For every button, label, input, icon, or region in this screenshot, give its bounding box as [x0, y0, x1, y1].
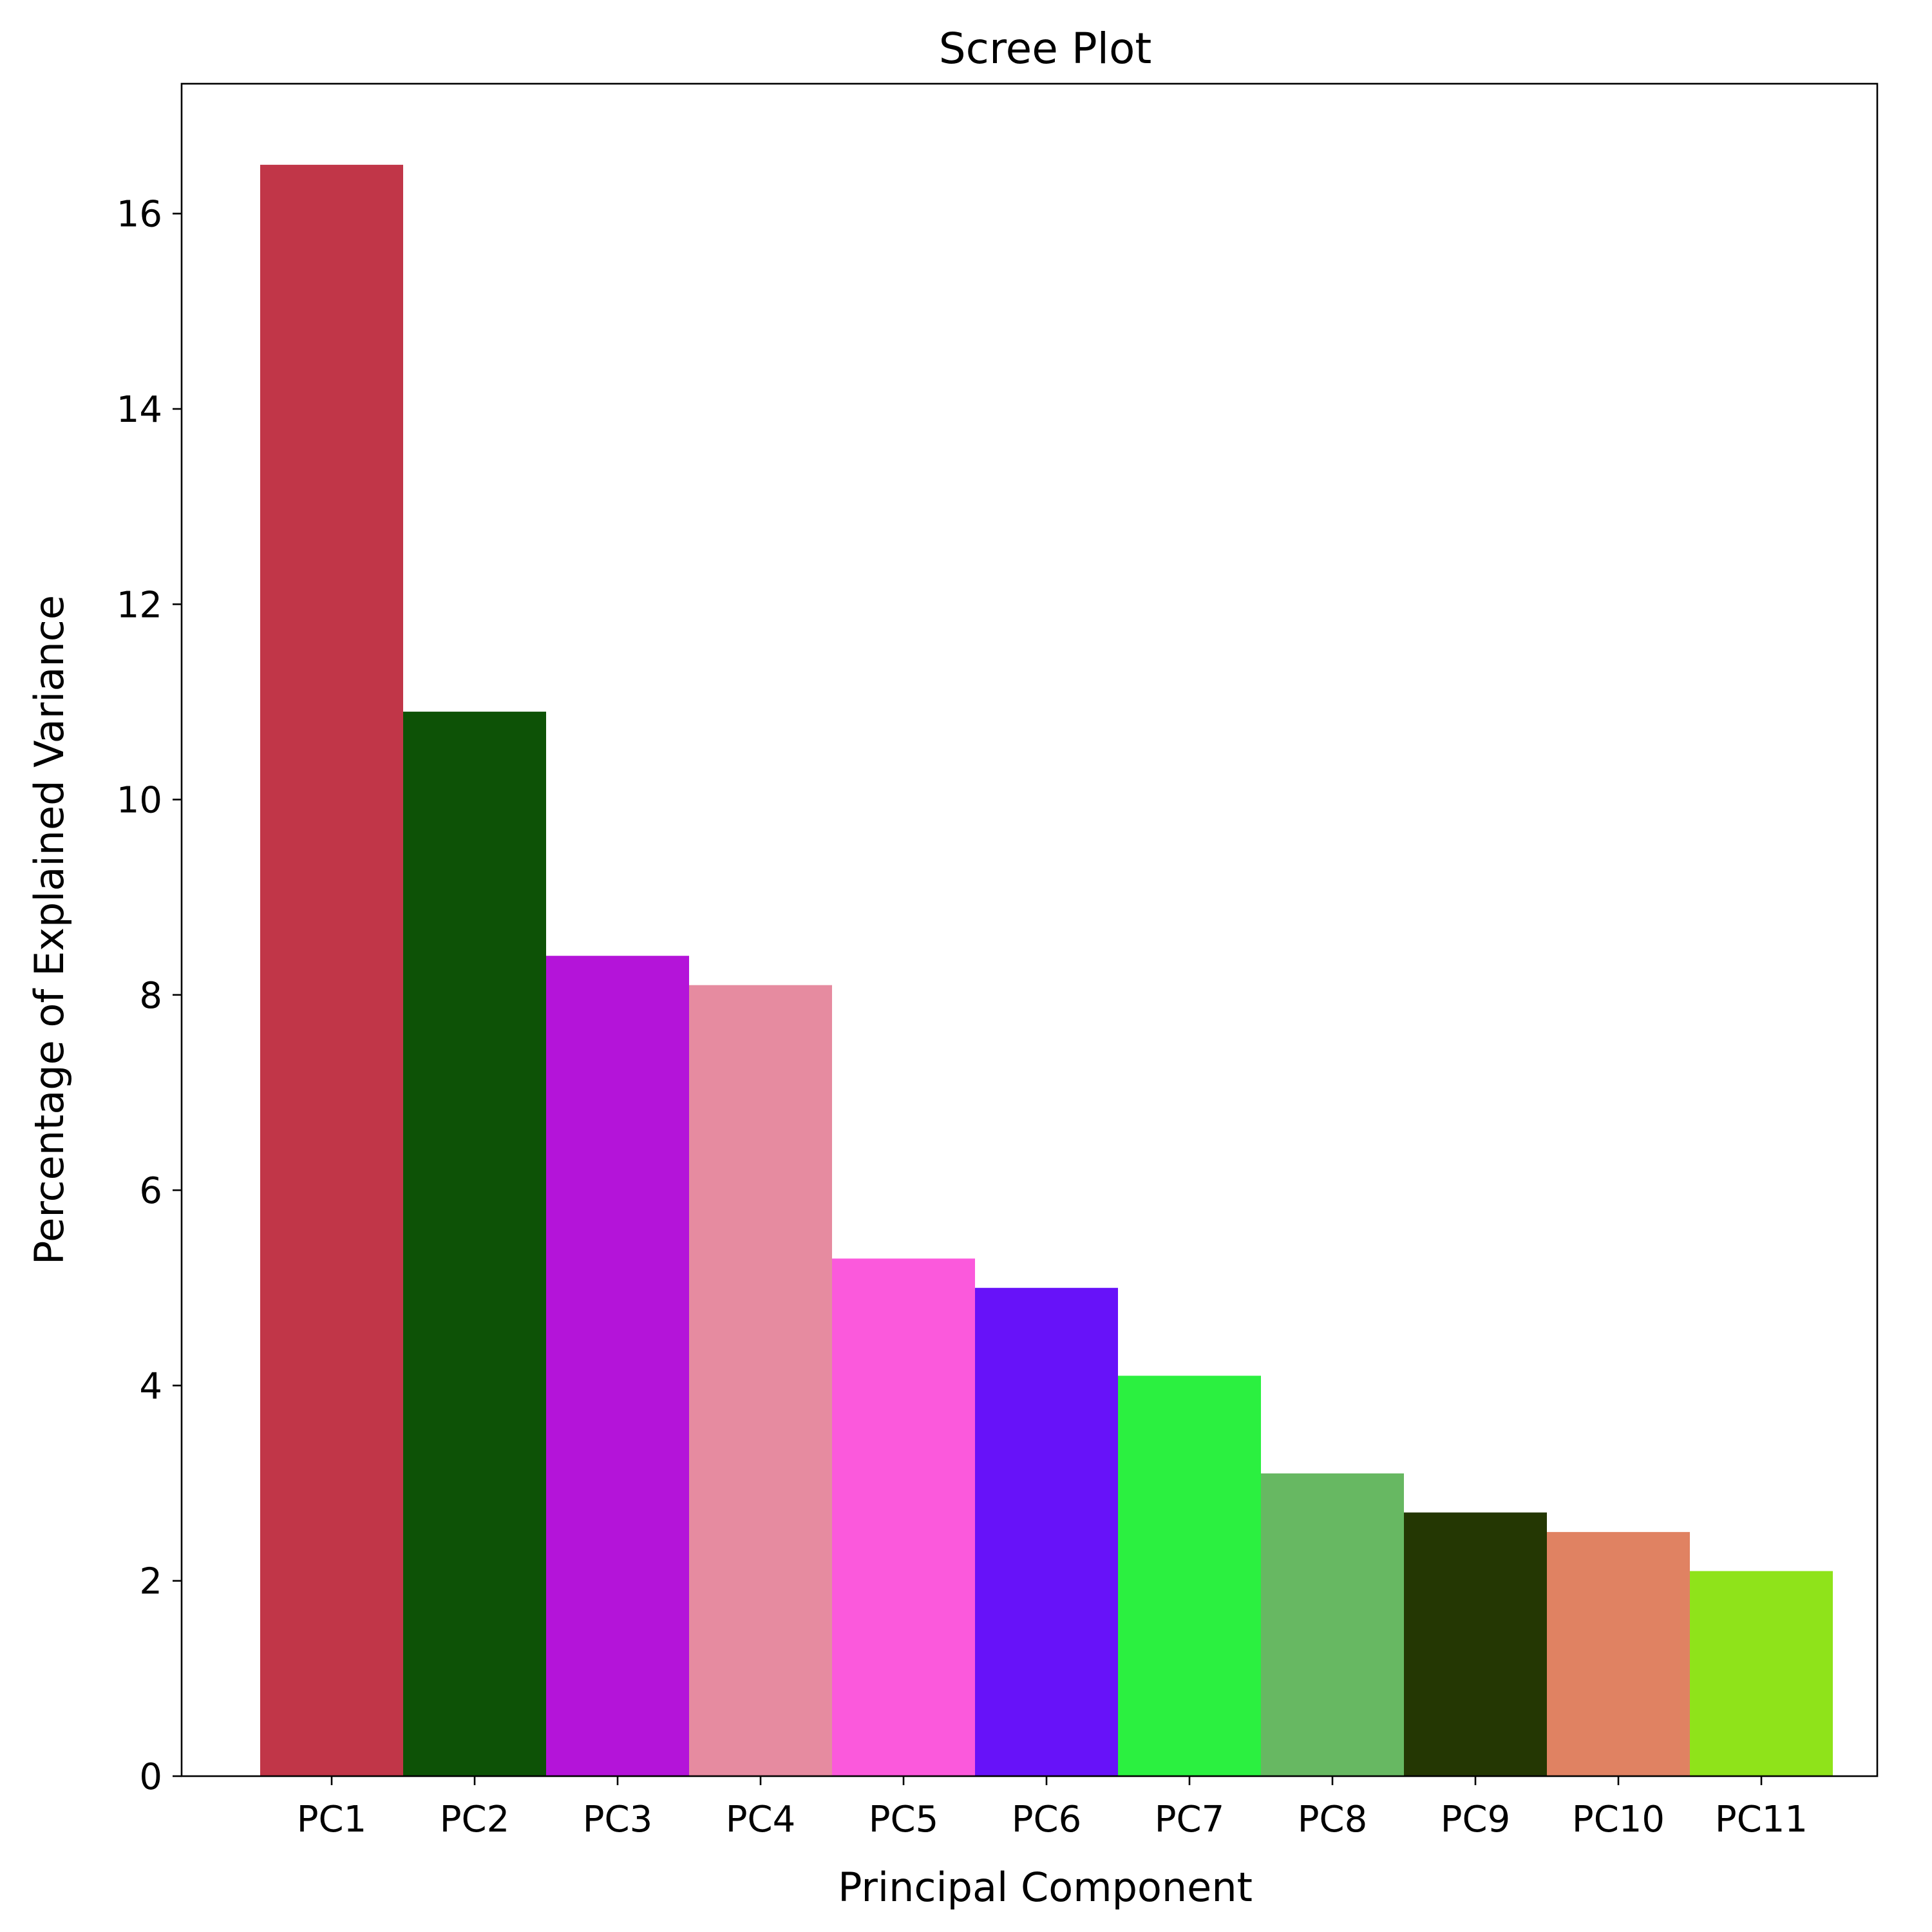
bar-pc3: [546, 956, 689, 1776]
bar-pc6: [975, 1287, 1118, 1776]
chart-title: Scree Plot: [939, 24, 1151, 73]
bar-pc5: [832, 1258, 975, 1776]
y-tick-label: 8: [139, 975, 162, 1017]
x-tick-label: PC6: [1012, 1799, 1082, 1841]
x-tick-label: PC2: [440, 1799, 510, 1841]
x-axis: PC1 PC2 PC3 PC4 PC5 PC6 PC7 PC8 PC9 PC10 PC11: [297, 1776, 1808, 1841]
y-tick-label: 4: [139, 1365, 162, 1407]
x-tick-label: PC7: [1155, 1799, 1225, 1841]
bar-pc10: [1547, 1531, 1690, 1776]
bar-pc2: [403, 712, 546, 1776]
y-tick-label: 0: [139, 1756, 162, 1798]
y-tick-label: 12: [117, 584, 162, 626]
x-axis-label: Principal Component: [838, 1864, 1253, 1911]
bar-pc11: [1690, 1571, 1833, 1776]
y-tick-label: 6: [139, 1170, 162, 1212]
x-tick-label: PC8: [1298, 1799, 1368, 1841]
y-tick-label: 14: [117, 389, 162, 431]
x-tick-label: PC3: [583, 1799, 653, 1841]
x-tick-label: PC9: [1441, 1799, 1511, 1841]
bar-pc9: [1404, 1512, 1547, 1776]
y-tick-label: 2: [139, 1561, 162, 1603]
x-tick-label: PC4: [726, 1799, 796, 1841]
y-axis-label: Percentage of Explained Variance: [26, 595, 73, 1265]
y-axis: 0 2 4 6 8 10 12 14 16: [117, 194, 182, 1798]
x-tick-label: PC5: [869, 1799, 939, 1841]
bar-pc4: [689, 985, 832, 1776]
bar-pc1: [260, 164, 403, 1776]
y-tick-label: 10: [117, 780, 162, 822]
plot-frame: [180, 82, 1879, 1777]
x-tick-label: PC10: [1572, 1799, 1665, 1841]
bar-pc7: [1118, 1376, 1261, 1776]
y-tick-label: 16: [117, 194, 162, 236]
x-tick-label: PC1: [297, 1799, 367, 1841]
bars-group: [260, 164, 1833, 1776]
bar-pc8: [1261, 1473, 1404, 1776]
x-tick-label: PC11: [1715, 1799, 1808, 1841]
